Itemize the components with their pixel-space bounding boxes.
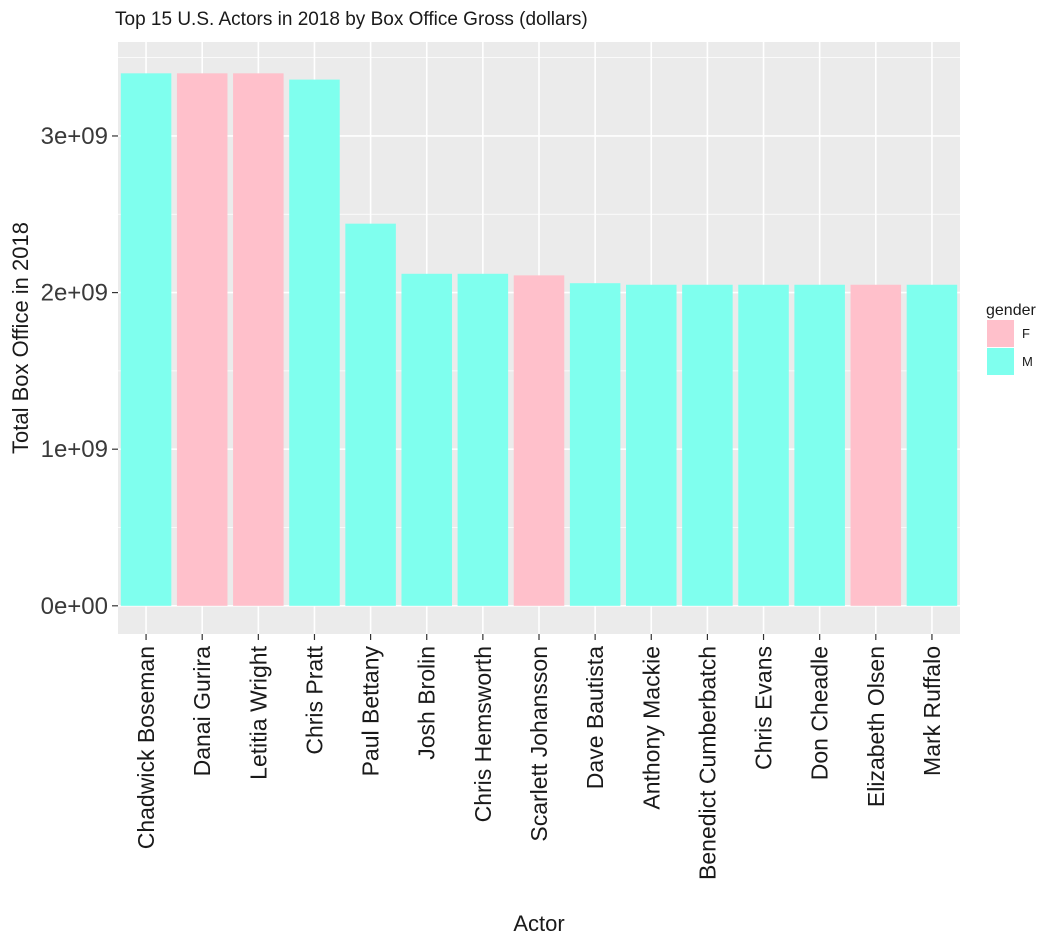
x-tick-label: Scarlett Johansson (526, 646, 552, 842)
bar (120, 73, 172, 606)
bar (233, 73, 284, 606)
x-tick-label: Don Cheadle (807, 646, 833, 780)
bar (569, 283, 621, 606)
y-tick-label: 2e+09 (41, 280, 108, 307)
x-tick-label: Chris Pratt (301, 645, 327, 754)
bar (906, 284, 958, 606)
x-tick-label: Paul Bettany (358, 646, 384, 777)
bar (401, 273, 452, 606)
chart-title: Top 15 U.S. Actors in 2018 by Box Office… (115, 9, 588, 30)
bar (289, 79, 340, 606)
legend: gender FM (986, 302, 1036, 375)
legend-key-m (987, 348, 1014, 375)
x-tick-label: Danai Gurira (189, 646, 215, 777)
x-tick-label: Josh Brolin (414, 646, 440, 760)
bar (850, 284, 902, 606)
x-axis: Chadwick Boseman Danai Gurira Letitia Wrig… (133, 634, 945, 880)
x-tick-label: Chris Hemsworth (470, 646, 496, 822)
x-tick-label: Elizabeth Olsen (863, 646, 889, 807)
x-tick-label: Anthony Mackie (638, 646, 664, 810)
bar (626, 284, 677, 606)
y-axis-title: Total Box Office in 2018 (8, 222, 33, 454)
legend-label: F (1022, 326, 1030, 341)
x-axis-title: Actor (513, 911, 564, 936)
bar (738, 284, 789, 606)
x-tick-label: Chris Evans (751, 646, 777, 770)
y-axis: 0e+00 1e+09 2e+09 3e+09 (41, 123, 118, 620)
y-tick-label: 1e+09 (41, 436, 108, 463)
bar (794, 284, 845, 606)
x-tick-label: Benedict Cumberbatch (694, 646, 720, 880)
bar (457, 273, 509, 606)
bar (176, 73, 228, 606)
bar (345, 223, 396, 606)
bars (120, 73, 958, 606)
x-tick-label: Dave Bautista (582, 646, 608, 789)
legend-title: gender (986, 302, 1036, 319)
x-tick-label: Letitia Wright (245, 645, 271, 779)
y-tick-label: 3e+09 (41, 123, 108, 150)
bar (513, 275, 565, 606)
y-tick-label: 0e+00 (41, 593, 108, 620)
bar (682, 284, 733, 606)
x-tick-label: Mark Ruffalo (919, 646, 945, 776)
legend-label: M (1022, 354, 1033, 369)
x-tick-label: Chadwick Boseman (133, 646, 159, 849)
legend-key-f (987, 320, 1014, 347)
